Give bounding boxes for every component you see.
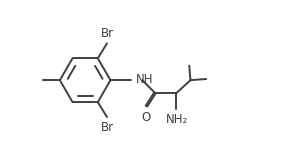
Text: Br: Br [101, 121, 114, 134]
Text: Br: Br [101, 27, 114, 40]
Text: NH₂: NH₂ [166, 113, 188, 126]
Text: O: O [141, 111, 150, 124]
Text: NH: NH [136, 73, 153, 86]
